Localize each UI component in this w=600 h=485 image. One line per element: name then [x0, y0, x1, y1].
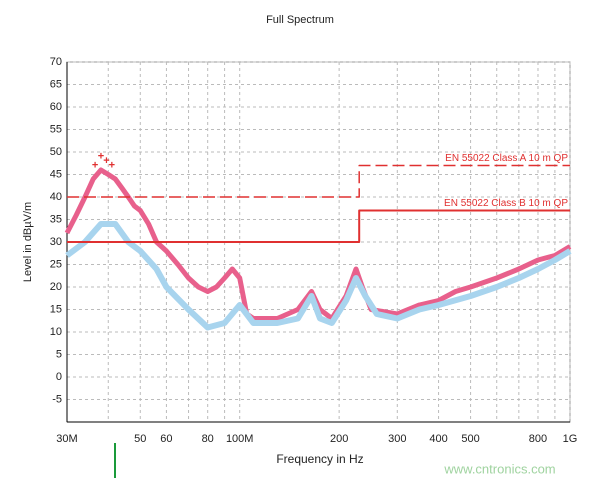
x-tick-label: 500 — [461, 433, 479, 445]
x-tick-label: 50 — [134, 433, 146, 445]
x-tick-label: 80 — [202, 433, 214, 445]
y-axis-label: Level in dBµV/m — [22, 202, 34, 282]
limit-label: EN 55022 Class B 10 m QP — [444, 198, 568, 209]
y-tick-label: 15 — [50, 303, 62, 315]
y-tick-label: 50 — [50, 146, 62, 158]
series-line — [64, 167, 572, 321]
peak-marker: + — [103, 155, 109, 167]
peak-marker: + — [98, 150, 104, 162]
y-tick-label: 20 — [50, 281, 62, 293]
y-tick-label: -5 — [52, 393, 62, 405]
y-tick-label: 0 — [56, 371, 62, 383]
y-tick-label: 25 — [50, 258, 62, 270]
x-tick-label: 300 — [388, 433, 406, 445]
x-tick-label: 800 — [529, 433, 547, 445]
y-tick-label: 70 — [50, 56, 62, 68]
y-tick-label: 5 — [56, 348, 62, 360]
peak-marker: + — [92, 159, 98, 171]
x-tick-label: 100M — [226, 433, 254, 445]
chart-title: Full Spectrum — [266, 14, 334, 26]
x-axis-label: Frequency in Hz — [276, 452, 363, 466]
y-tick-label: 40 — [50, 191, 62, 203]
y-tick-label: 65 — [50, 78, 62, 90]
watermark: www.cntronics.com — [443, 461, 555, 476]
limit-label: EN 55022 Class A 10 m QP — [445, 153, 568, 164]
y-tick-label: 60 — [50, 101, 62, 113]
y-tick-label: 55 — [50, 123, 62, 135]
series-line — [67, 164, 570, 198]
x-tick-label: 30M — [56, 433, 77, 445]
y-tick-label: 45 — [50, 168, 62, 180]
x-tick-label: 200 — [330, 433, 348, 445]
y-tick-label: 35 — [50, 213, 62, 225]
x-tick-label: 1G — [563, 433, 578, 445]
y-tick-label: 30 — [50, 236, 62, 248]
y-tick-label: 10 — [50, 326, 62, 338]
series-line — [67, 209, 570, 243]
series-line — [65, 221, 572, 331]
x-tick-label: 400 — [429, 433, 447, 445]
x-tick-label: 60 — [160, 433, 172, 445]
peak-marker: + — [109, 159, 115, 171]
